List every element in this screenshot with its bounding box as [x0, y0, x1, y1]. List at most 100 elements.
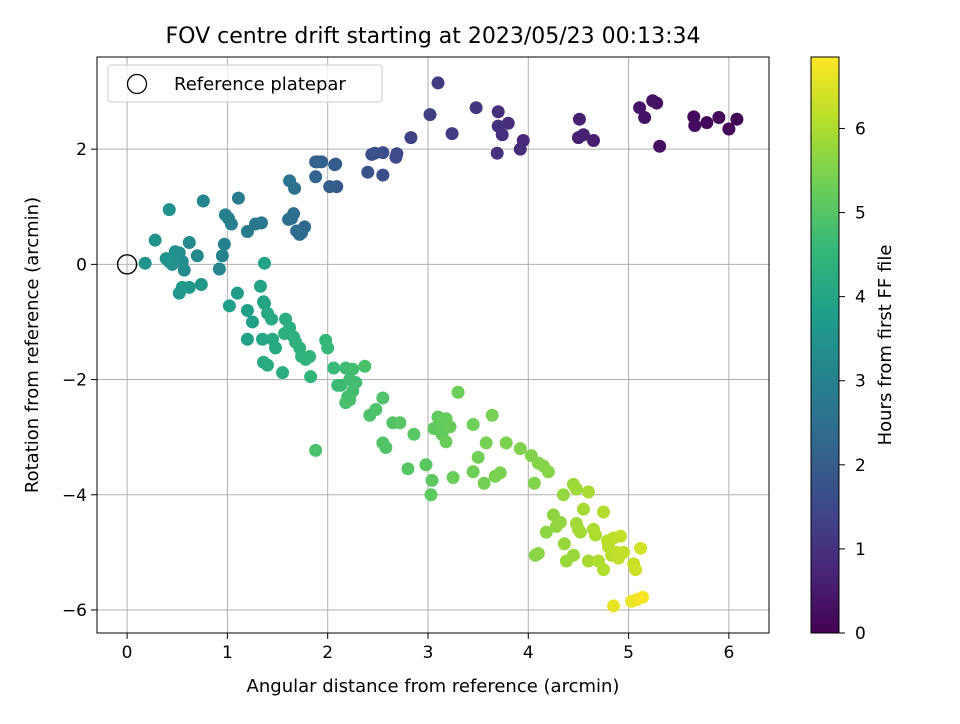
colorbar-tick-label: 4 [855, 288, 866, 308]
x-tick-label: 1 [222, 643, 233, 663]
data-point [490, 146, 504, 160]
data-point [162, 203, 176, 217]
reference-marker-layer [116, 254, 138, 275]
data-point [597, 505, 611, 519]
x-tick-label: 4 [523, 643, 534, 663]
data-point [257, 297, 271, 311]
x-tick-label: 3 [423, 643, 434, 663]
data-point [586, 134, 600, 148]
data-point [730, 112, 744, 126]
data-point [445, 127, 459, 141]
data-point [722, 122, 736, 136]
data-point [309, 443, 323, 457]
data-point [617, 545, 631, 559]
data-point [215, 249, 229, 263]
data-point [138, 256, 152, 270]
data-point [172, 286, 186, 300]
data-point [646, 94, 660, 108]
data-point [379, 441, 393, 455]
data-point [212, 262, 226, 276]
data-point [572, 112, 586, 126]
x-tick-label: 2 [322, 643, 333, 663]
data-point [245, 315, 259, 329]
data-point [687, 110, 701, 124]
data-point [222, 299, 236, 313]
colorbar-tick-label: 1 [855, 540, 866, 560]
data-point [439, 435, 453, 449]
colorbar-tick-label: 2 [855, 456, 866, 476]
data-point [466, 417, 480, 431]
data-point [614, 529, 628, 543]
data-point [230, 286, 244, 300]
data-point [431, 76, 445, 90]
data-point [425, 473, 439, 487]
data-point [539, 525, 553, 539]
data-point [407, 427, 421, 441]
data-point [571, 131, 585, 145]
data-point [541, 465, 555, 479]
data-point [290, 224, 304, 238]
data-point [531, 547, 545, 561]
data-point [257, 256, 271, 270]
data-point [343, 393, 357, 407]
data-point [393, 416, 407, 430]
legend: Reference platepar [107, 64, 383, 103]
data-point [451, 385, 465, 399]
data-point [196, 194, 210, 208]
data-point [607, 599, 621, 613]
data-point [253, 279, 267, 293]
data-point [597, 563, 611, 577]
data-point [491, 105, 505, 119]
data-point [283, 174, 297, 188]
data-point [404, 131, 418, 145]
data-point [424, 488, 438, 502]
data-point [282, 212, 296, 226]
colorbar-tick-label: 5 [855, 204, 866, 224]
data-point [491, 119, 505, 133]
data-point [309, 155, 323, 169]
data-point [479, 436, 493, 450]
data-point [323, 180, 337, 194]
data-point [303, 350, 317, 364]
y-tick-label: −2 [62, 371, 87, 391]
data-point [419, 458, 433, 472]
data-point [553, 515, 567, 529]
x-axis-ticks: 0 1 2 3 4 5 6 [122, 633, 734, 663]
y-axis-ticks: −6 −4 −2 0 2 [62, 140, 97, 621]
colorbar-tick-label: 0 [855, 624, 866, 644]
data-point [389, 150, 403, 164]
data-point [346, 362, 360, 376]
colorbar-tick-label: 3 [855, 372, 866, 392]
data-point [190, 249, 204, 263]
data-point [700, 116, 714, 130]
data-point [328, 158, 342, 172]
legend-entry-reference: Reference platepar [174, 74, 346, 95]
data-point [261, 358, 275, 372]
data-point [443, 420, 457, 434]
data-point [638, 110, 652, 124]
data-point [469, 101, 483, 115]
data-point [513, 442, 527, 456]
reference-platepar-marker [116, 254, 138, 275]
data-point [633, 101, 647, 115]
y-tick-label: −6 [62, 601, 87, 621]
y-tick-label: 0 [76, 255, 87, 275]
data-point [309, 170, 323, 184]
data-point [513, 142, 527, 156]
data-point [376, 168, 390, 182]
data-point [217, 237, 231, 251]
data-point [566, 548, 580, 562]
data-point [634, 541, 648, 555]
data-point [361, 165, 375, 179]
data-point [501, 116, 515, 130]
x-tick-label: 0 [122, 643, 133, 663]
data-point [240, 303, 254, 317]
data-point [629, 563, 643, 577]
data-point [240, 332, 254, 346]
data-point [276, 366, 290, 380]
y-tick-label: −4 [62, 486, 87, 506]
data-point [231, 191, 245, 205]
data-point [321, 341, 335, 355]
data-point [527, 476, 541, 490]
